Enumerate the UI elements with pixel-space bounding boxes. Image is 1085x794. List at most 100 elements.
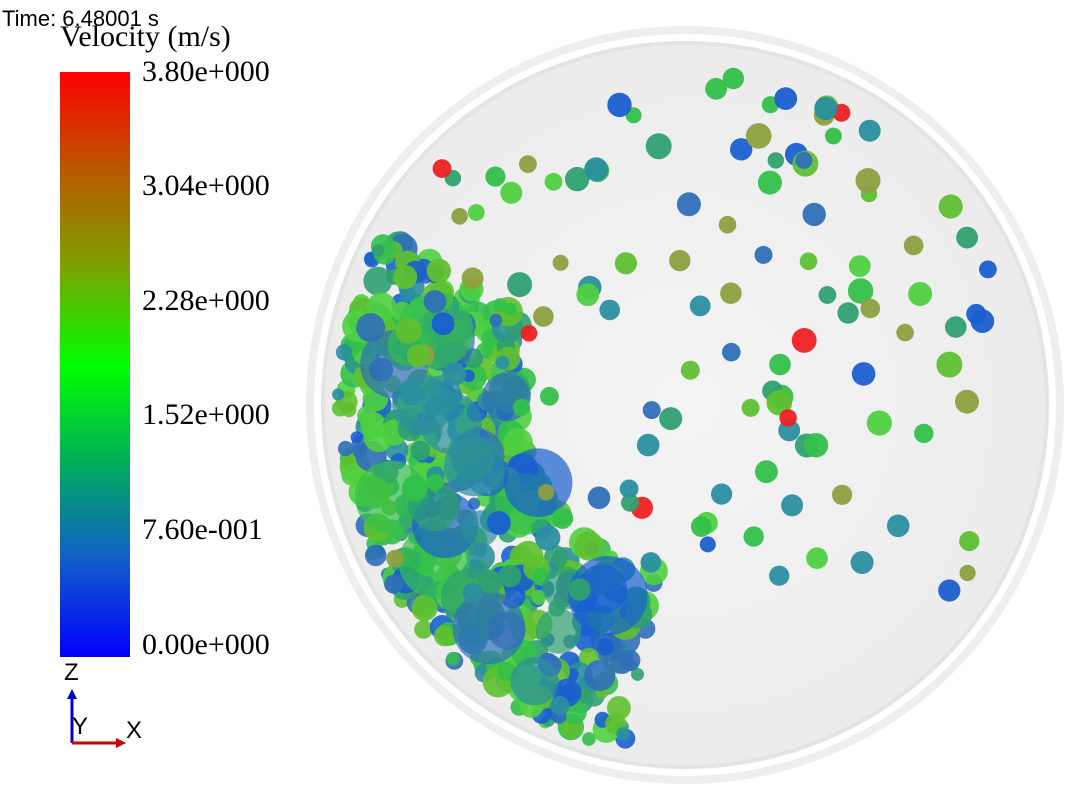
particle xyxy=(488,611,526,650)
particle xyxy=(485,166,506,187)
particle xyxy=(791,328,817,353)
particle xyxy=(431,312,455,336)
particle xyxy=(363,266,393,296)
particle xyxy=(331,400,349,417)
particle xyxy=(621,493,639,512)
particle xyxy=(577,564,628,614)
particle xyxy=(754,245,773,264)
particle xyxy=(568,578,591,601)
particle xyxy=(372,244,385,257)
particle xyxy=(386,549,404,568)
particle xyxy=(938,579,961,602)
particle xyxy=(535,608,582,654)
particle xyxy=(498,564,522,588)
particle xyxy=(680,360,700,380)
axes-arrows-icon xyxy=(67,689,126,748)
particle xyxy=(451,208,468,225)
particle xyxy=(766,389,793,416)
particle xyxy=(535,525,561,551)
particle xyxy=(500,181,523,204)
particle xyxy=(565,166,590,192)
particle xyxy=(360,412,387,439)
particle xyxy=(769,353,791,376)
particle xyxy=(520,325,538,342)
particle xyxy=(519,155,537,174)
legend-tick-2: 3.04e+000 xyxy=(142,169,270,202)
particle xyxy=(443,436,505,497)
particle xyxy=(705,77,727,100)
particle xyxy=(462,582,483,603)
particle xyxy=(582,732,596,746)
particle xyxy=(614,252,638,275)
particle xyxy=(395,317,422,344)
legend-tick-3: 2.28e+000 xyxy=(142,284,270,317)
particle xyxy=(640,552,662,573)
particle xyxy=(550,696,570,716)
particle xyxy=(722,67,744,90)
particle xyxy=(533,306,554,327)
time-label: Time: 6.48001 s xyxy=(2,6,159,31)
particle xyxy=(755,460,778,484)
particle xyxy=(584,659,616,692)
particle xyxy=(806,547,828,569)
particle xyxy=(799,252,818,271)
particle xyxy=(722,342,741,362)
particle xyxy=(914,423,934,444)
particle xyxy=(393,265,418,289)
particle xyxy=(352,443,368,459)
particle xyxy=(959,531,980,552)
axes-triad: Z Y X xyxy=(60,659,150,755)
particle xyxy=(769,565,790,586)
particle xyxy=(607,696,631,720)
particle xyxy=(851,362,876,386)
particle xyxy=(493,298,508,313)
particle xyxy=(669,249,691,272)
particle xyxy=(886,514,910,538)
particle xyxy=(414,620,433,639)
particle xyxy=(866,410,892,436)
particle xyxy=(507,272,533,298)
particle xyxy=(510,657,559,706)
particle xyxy=(730,138,753,161)
particle xyxy=(410,440,431,461)
particle xyxy=(513,398,531,417)
particle xyxy=(802,202,826,227)
legend-tick-5: 7.60e-001 xyxy=(142,513,263,546)
particle xyxy=(467,204,485,221)
particle xyxy=(384,574,404,594)
particle xyxy=(690,516,712,537)
particle xyxy=(332,388,345,401)
particle xyxy=(745,123,772,149)
particle xyxy=(423,290,447,313)
particle xyxy=(446,651,460,666)
particle xyxy=(718,215,737,234)
particle xyxy=(487,511,511,535)
particle xyxy=(495,355,510,370)
particle xyxy=(848,255,871,277)
particle xyxy=(406,344,430,368)
particle xyxy=(659,407,683,431)
legend-tick-min: 0.00e+000 xyxy=(142,628,270,661)
particle xyxy=(767,152,784,169)
particle xyxy=(741,398,760,417)
particle xyxy=(936,351,963,378)
particle xyxy=(645,133,672,160)
particle xyxy=(337,440,354,457)
particle xyxy=(544,172,563,191)
legend-tick-4: 1.52e+000 xyxy=(142,398,270,431)
particle xyxy=(779,409,797,427)
particle xyxy=(908,282,933,306)
particle xyxy=(619,479,639,499)
particle-group xyxy=(331,67,997,749)
particle xyxy=(689,295,711,317)
legend-title: Velocity (m/s) xyxy=(60,20,231,53)
particle xyxy=(631,667,644,681)
particle xyxy=(540,386,559,406)
particle xyxy=(642,401,661,420)
particle xyxy=(616,727,630,741)
particle xyxy=(711,483,733,505)
particle xyxy=(860,298,881,319)
particle xyxy=(818,286,837,304)
particle xyxy=(503,427,533,458)
